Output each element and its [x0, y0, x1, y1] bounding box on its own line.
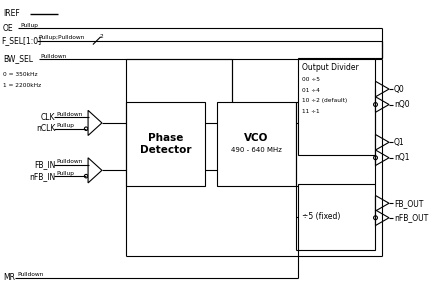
- Text: FB_IN: FB_IN: [34, 160, 55, 169]
- Text: Detector: Detector: [140, 145, 191, 156]
- Text: Pulldown: Pulldown: [56, 159, 83, 164]
- Text: nQ1: nQ1: [394, 153, 410, 162]
- Polygon shape: [375, 196, 389, 211]
- Text: Q1: Q1: [394, 138, 404, 147]
- Text: OE: OE: [3, 23, 13, 33]
- Text: 2: 2: [100, 34, 103, 39]
- Text: ÷5 (fixed): ÷5 (fixed): [302, 212, 340, 221]
- Text: CLK: CLK: [41, 113, 55, 122]
- Bar: [298, 184, 375, 250]
- Polygon shape: [375, 135, 389, 150]
- Text: Pullup;Pulldown: Pullup;Pulldown: [39, 35, 85, 40]
- Text: nFB_IN: nFB_IN: [29, 172, 55, 181]
- Text: nFB_OUT: nFB_OUT: [394, 213, 428, 222]
- Text: 10 ÷2 (default): 10 ÷2 (default): [302, 98, 347, 103]
- Text: Pullup: Pullup: [56, 171, 74, 176]
- Bar: [126, 102, 205, 186]
- Text: Q0: Q0: [394, 85, 405, 94]
- Bar: [298, 58, 375, 155]
- Text: 0 = 350kHz: 0 = 350kHz: [3, 72, 38, 77]
- Text: FB_OUT: FB_OUT: [394, 199, 423, 208]
- Polygon shape: [375, 210, 389, 225]
- Text: Pullup: Pullup: [20, 23, 38, 28]
- Polygon shape: [375, 97, 389, 112]
- Text: Pullup: Pullup: [56, 123, 74, 128]
- Polygon shape: [375, 81, 389, 97]
- Text: F_SEL[1:0]: F_SEL[1:0]: [1, 36, 41, 45]
- Text: 00 ÷5: 00 ÷5: [302, 77, 320, 82]
- Text: 11 ÷1: 11 ÷1: [302, 109, 320, 114]
- Polygon shape: [88, 110, 102, 135]
- Text: Phase: Phase: [148, 133, 183, 143]
- Text: Pulldown: Pulldown: [17, 272, 44, 277]
- Text: Pulldown: Pulldown: [41, 54, 67, 59]
- Polygon shape: [375, 150, 389, 166]
- Text: 490 - 640 MHz: 490 - 640 MHz: [231, 147, 282, 154]
- Polygon shape: [88, 158, 102, 183]
- Text: 1 = 2200kHz: 1 = 2200kHz: [3, 83, 41, 88]
- Text: IREF: IREF: [3, 9, 19, 18]
- Bar: [217, 102, 296, 186]
- Text: MR: MR: [3, 273, 15, 282]
- Text: Output Divider: Output Divider: [302, 63, 359, 72]
- Text: Pulldown: Pulldown: [56, 112, 83, 117]
- Text: VCO: VCO: [244, 133, 269, 143]
- Text: nQ0: nQ0: [394, 100, 410, 109]
- Text: nCLK: nCLK: [36, 124, 55, 133]
- Text: 01 ÷4: 01 ÷4: [302, 88, 320, 92]
- Text: BW_SEL: BW_SEL: [3, 54, 33, 64]
